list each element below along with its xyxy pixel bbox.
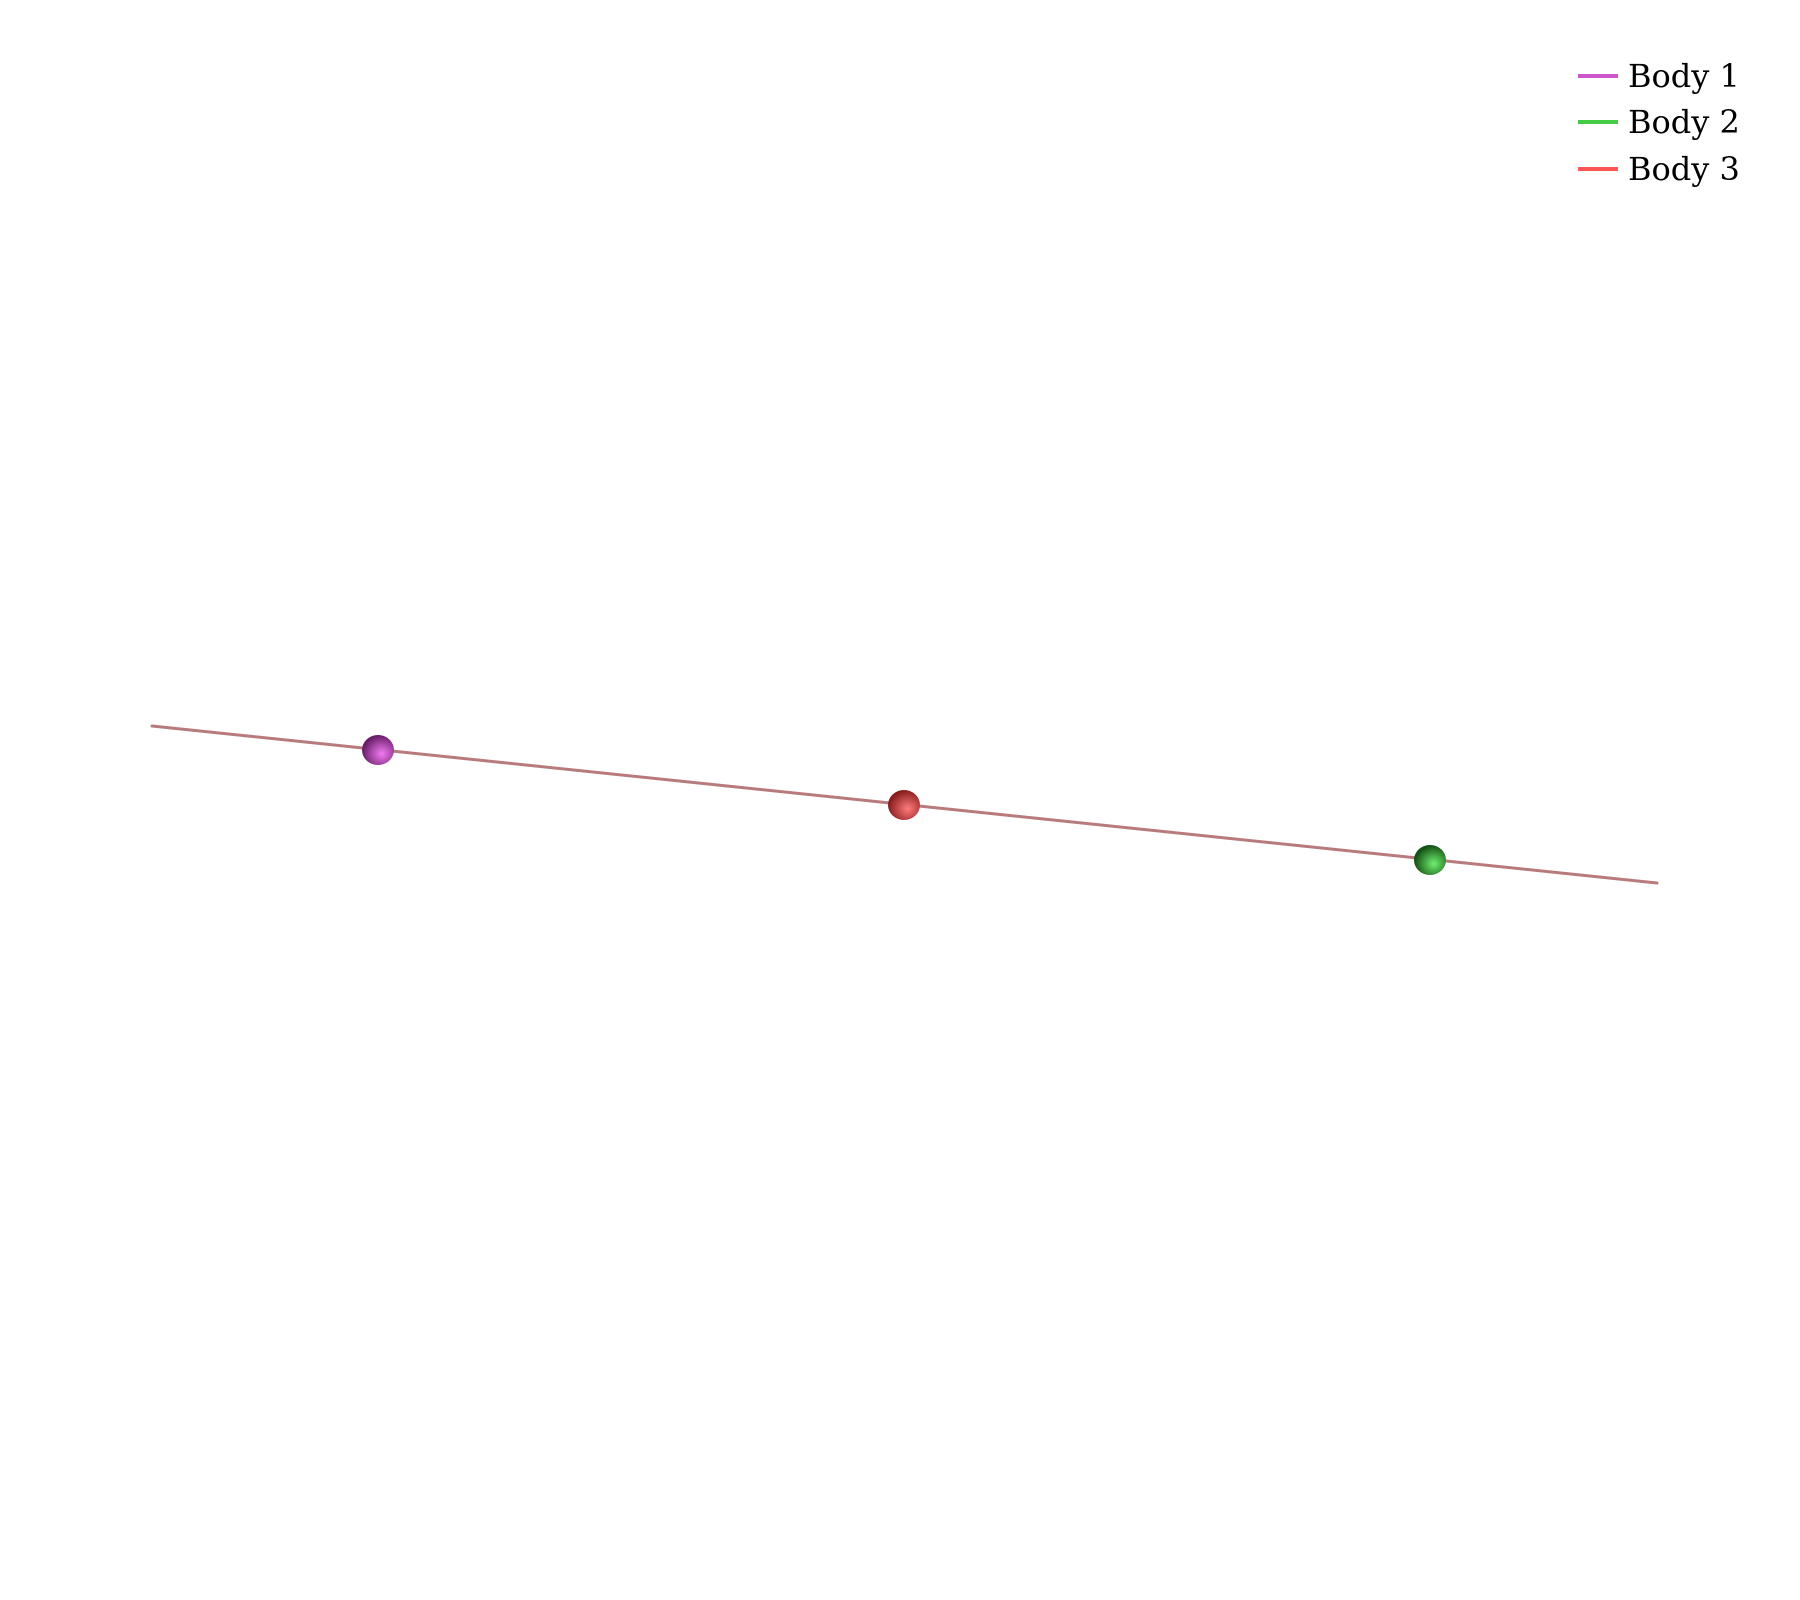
- legend-label-body-3: Body 3: [1628, 150, 1740, 188]
- legend-item-body-2: Body 2: [1578, 103, 1740, 141]
- legend-item-body-3: Body 3: [1578, 150, 1740, 188]
- legend-label-body-1: Body 1: [1628, 57, 1740, 95]
- legend-label-body-2: Body 2: [1628, 103, 1740, 141]
- body-1-sphere: [362, 735, 394, 765]
- legend: Body 1 Body 2 Body 3: [1578, 57, 1740, 188]
- legend-item-body-1: Body 1: [1578, 57, 1740, 95]
- body-3-sphere: [888, 790, 920, 820]
- body-2-sphere: [1414, 845, 1446, 875]
